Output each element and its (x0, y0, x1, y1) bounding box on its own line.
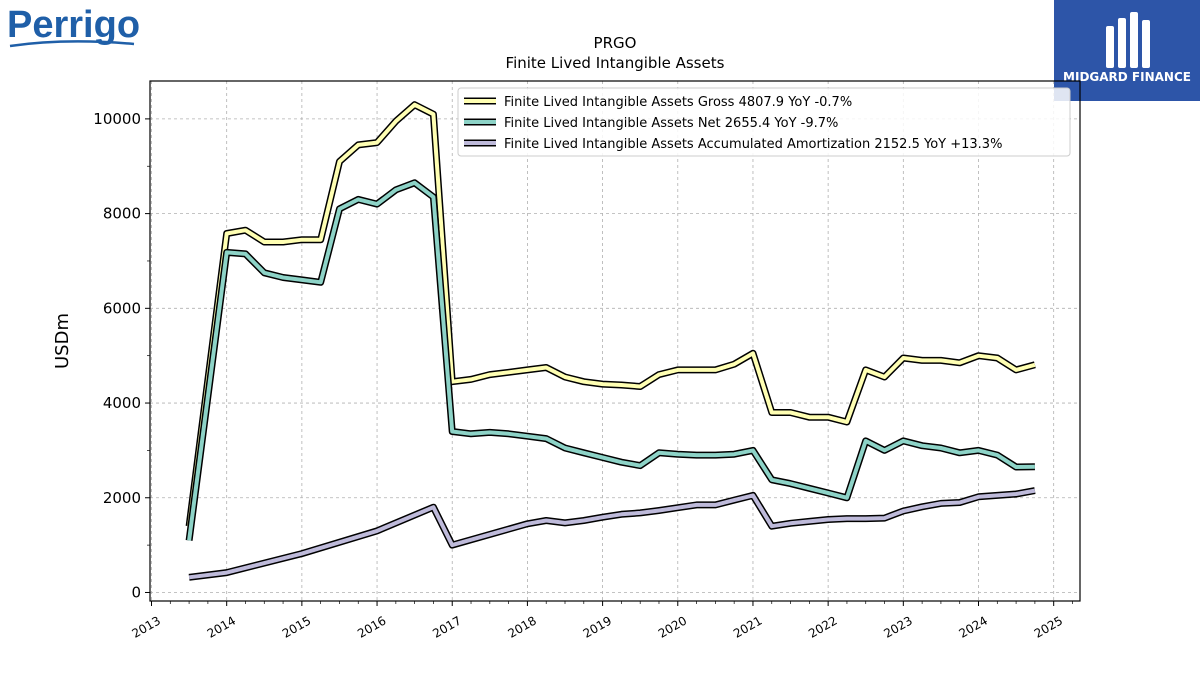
legend-label-2: Finite Lived Intangible Assets Accumulat… (504, 137, 1002, 152)
y-axis-label: USDm (52, 313, 73, 369)
perrigo-logo-text: Perrigo (7, 4, 140, 46)
chart-subtitle: Finite Lived Intangible Assets (506, 54, 725, 72)
midgard-emblem-icon (1106, 12, 1150, 68)
x-tick-label: 2014 (205, 613, 238, 640)
grid (150, 81, 1080, 601)
x-tick-label: 2016 (355, 613, 388, 640)
legend-label-0: Finite Lived Intangible Assets Gross 480… (504, 95, 852, 110)
perrigo-swoosh (9, 40, 135, 48)
y-tick-label: 0 (131, 583, 141, 601)
y-tick-label: 4000 (103, 394, 141, 412)
series-2-line (188, 488, 1036, 580)
x-tick-label: 2022 (806, 613, 839, 640)
series-0-line (187, 102, 1036, 527)
x-tick-label: 2017 (430, 613, 463, 640)
y-tick-label: 6000 (103, 299, 141, 317)
perrigo-logo-graphic: Perrigo (7, 4, 140, 48)
x-tick-label: 2020 (656, 613, 689, 640)
y-tick-label: 10000 (93, 110, 141, 128)
legend-label-1: Finite Lived Intangible Assets Net 2655.… (504, 116, 838, 131)
plot-frame (149, 80, 1081, 602)
series-2-outline (188, 487, 1036, 581)
x-tick-label: 2015 (280, 613, 313, 640)
x-tick-label: 2021 (731, 613, 764, 640)
x-tick-label: 2019 (581, 613, 614, 640)
y-tick-label: 8000 (103, 205, 141, 223)
x-tick-label: 2025 (1032, 613, 1065, 640)
perrigo-logo: Perrigo (6, 4, 141, 54)
series-lines (185, 101, 1036, 581)
x-tick-label: 2024 (957, 613, 990, 640)
midgard-logo-text: MIDGARD FINANCE (1063, 70, 1191, 84)
x-tick-label: 2023 (881, 613, 914, 640)
axes: 2013 2014 2015 2016 2017 2018 2019 2020 2021 2022… (93, 110, 1073, 641)
x-tick-label: 2013 (130, 613, 163, 640)
legend-box (457, 87, 1071, 157)
y-tick-label: 2000 (103, 489, 141, 507)
legend: Finite Lived Intangible Assets Gross 480… (457, 87, 1071, 157)
midgard-finance-logo: MIDGARD FINANCE (1054, 0, 1200, 101)
series-1-line (187, 180, 1035, 541)
midgard-logo-graphic: MIDGARD FINANCE (1063, 12, 1191, 84)
x-tick-label: 2018 (505, 613, 538, 640)
chart-title: PRGO (594, 34, 637, 52)
